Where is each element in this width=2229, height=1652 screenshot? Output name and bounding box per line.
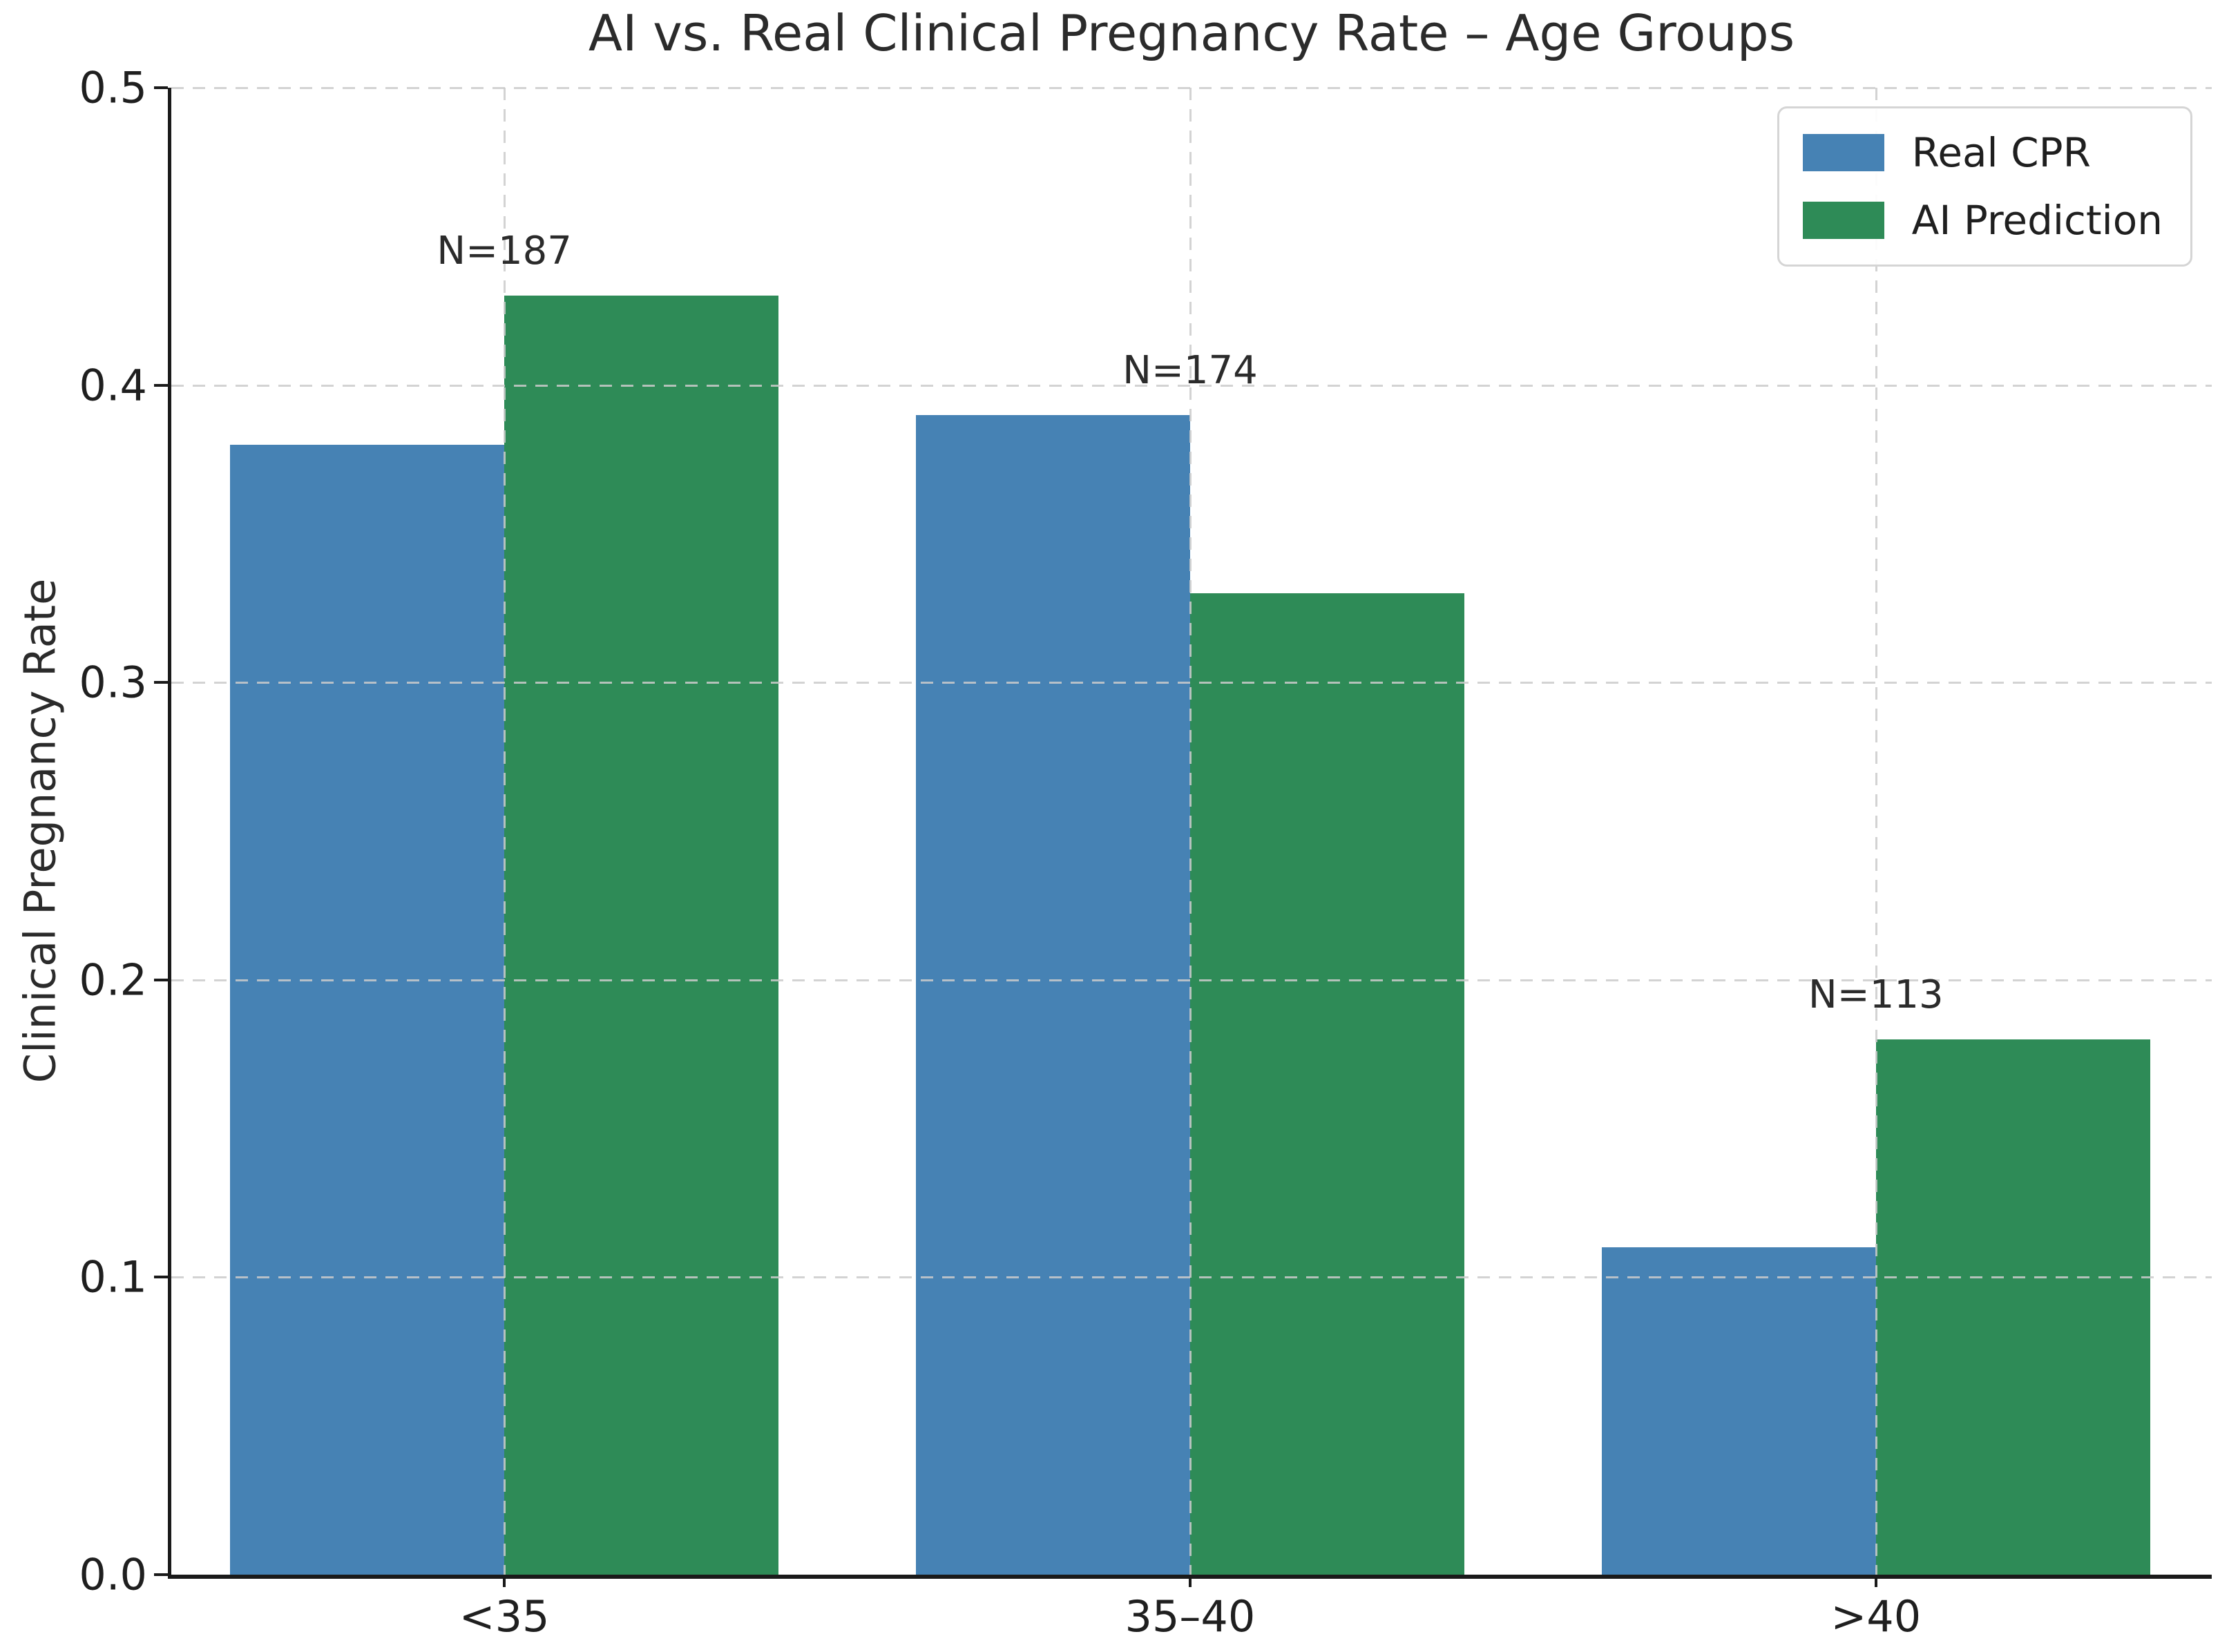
y-gridline-0.2 <box>171 979 2212 981</box>
y-gridline-0.1 <box>171 1276 2212 1279</box>
bar-real-cpr-group-2 <box>1601 1247 1876 1575</box>
y-tick-mark-0.3 <box>154 681 168 684</box>
bar-real-cpr-group-1 <box>915 414 1190 1575</box>
y-tick-mark-0.4 <box>154 383 168 387</box>
x-gridline-group-0 <box>504 88 506 1575</box>
y-axis-spine <box>168 88 171 1579</box>
bar-ai-prediction-group-2 <box>1875 1039 2150 1575</box>
y-tick-mark-0.0 <box>154 1573 168 1576</box>
y-tick-mark-0.5 <box>154 86 168 89</box>
x-gridline-group-1 <box>1189 88 1192 1575</box>
legend: Real CPR AI Prediction <box>1777 106 2192 267</box>
y-axis-label: Clinical Pregnancy Rate <box>15 578 66 1084</box>
plot-area: 0.0 0.1 0.2 0.3 0.4 0.5 <35 35–40 >40 N=187 N=174 N… <box>79 63 2212 1642</box>
x-tick-label-group-0: <35 <box>459 1591 550 1642</box>
chart-title: AI vs. Real Clinical Pregnancy Rate – Ag… <box>588 4 1795 62</box>
y-tick-label-0.1: 0.1 <box>79 1251 147 1303</box>
x-tick-label-group-1: 35–40 <box>1125 1591 1256 1642</box>
x-tick-mark-group-1 <box>1188 1575 1192 1587</box>
y-gridline-0.4 <box>171 384 2212 387</box>
y-tick-label-0.0: 0.0 <box>79 1549 147 1600</box>
y-tick-label-0.2: 0.2 <box>79 954 147 1006</box>
legend-label-ai-prediction: AI Prediction <box>1911 197 2163 244</box>
legend-label-real-cpr: Real CPR <box>1911 129 2091 176</box>
y-tick-label-0.5: 0.5 <box>79 62 147 113</box>
y-tick-label-0.3: 0.3 <box>79 657 147 708</box>
y-tick-mark-0.2 <box>154 978 168 981</box>
legend-item-real-cpr: Real CPR <box>1802 129 2163 176</box>
legend-swatch-ai-prediction <box>1802 202 1884 239</box>
x-tick-label-group-2: >40 <box>1830 1591 1922 1642</box>
x-gridline-group-2 <box>1875 88 1877 1575</box>
annotation-group-2: N=113 <box>1808 972 1944 1017</box>
y-gridline-0.5 <box>171 87 2212 89</box>
y-tick-label-0.4: 0.4 <box>79 360 147 411</box>
bar-real-cpr-group-0 <box>230 444 505 1575</box>
bar-ai-prediction-group-0 <box>504 296 779 1575</box>
annotation-group-1: N=174 <box>1122 347 1258 393</box>
y-tick-mark-0.1 <box>154 1276 168 1279</box>
legend-swatch-real-cpr <box>1802 134 1884 171</box>
x-axis-spine <box>168 1575 2212 1579</box>
legend-item-ai-prediction: AI Prediction <box>1802 197 2163 244</box>
y-gridline-0.3 <box>171 682 2212 684</box>
annotation-group-0: N=187 <box>437 229 572 274</box>
bar-ai-prediction-group-1 <box>1189 593 1464 1575</box>
x-tick-mark-group-0 <box>503 1575 506 1587</box>
x-tick-mark-group-2 <box>1874 1575 1877 1587</box>
